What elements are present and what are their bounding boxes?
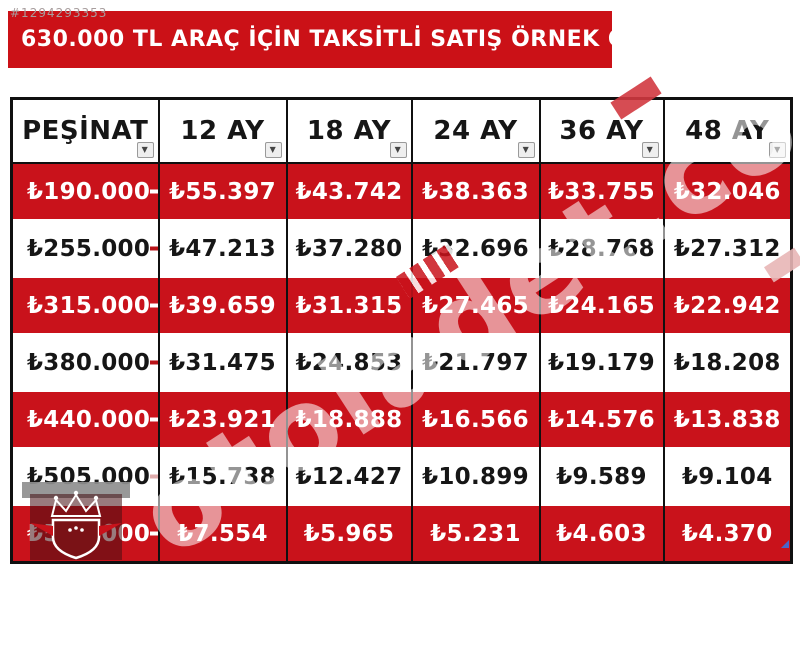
installment-value: ₺12.427	[285, 447, 412, 505]
column-header-24ay: 24 AY ▼	[410, 98, 540, 164]
column-header-label: PEŞİNAT	[22, 116, 149, 146]
installment-value: ₺32.696	[410, 219, 540, 277]
arrow-right-icon	[150, 299, 159, 312]
shield-icon	[51, 518, 101, 560]
arrow-right-icon	[150, 470, 159, 483]
installment-value: ₺33.755	[538, 162, 664, 220]
installment-value: ₺13.838	[662, 390, 792, 448]
installment-value: ₺31.475	[157, 333, 287, 391]
installment-value: ₺31.315	[285, 276, 412, 334]
listing-id: #1294293353	[10, 6, 108, 20]
filter-dropdown-icon[interactable]: ▼	[517, 142, 535, 158]
column-header-label: 12 AY	[180, 116, 265, 146]
left-wing-icon	[30, 523, 53, 536]
column-header-36ay: 36 AY ▼	[538, 98, 664, 164]
arrow-right-icon	[150, 242, 159, 255]
arrow-right-icon	[150, 185, 159, 198]
dealer-logo	[22, 480, 130, 566]
installment-value: ₺16.566	[410, 390, 540, 448]
installment-value: ₺55.397	[157, 162, 287, 220]
column-header-label: 36 AY	[559, 116, 644, 146]
column-header-label: 48 AY	[685, 116, 770, 146]
page-title: 630.000 TL ARAÇ İÇİN TAKSİTLİ SATIŞ ÖRNE…	[21, 27, 800, 52]
downpayment-value: ₺190.000	[27, 178, 151, 205]
installment-value: ₺18.888	[285, 390, 412, 448]
column-header-48ay: 48 AY ▼	[662, 98, 792, 164]
installment-value: ₺47.213	[157, 219, 287, 277]
installment-value: ₺4.370	[662, 504, 792, 563]
installment-value: ₺32.046	[662, 162, 792, 220]
filter-dropdown-icon[interactable]: ▼	[641, 142, 659, 158]
table-row: ₺380.000 ₺31.475 ₺24.853 ₺21.797 ₺19.179…	[11, 333, 792, 391]
installment-value: ₺15.738	[157, 447, 287, 505]
table-row: ₺190.000 ₺55.397 ₺43.742 ₺38.363 ₺33.755…	[11, 162, 792, 220]
installment-value: ₺18.208	[662, 333, 792, 391]
installment-value: ₺7.554	[157, 504, 287, 563]
installment-value: ₺27.465	[410, 276, 540, 334]
table-row: ₺255.000 ₺47.213 ₺37.280 ₺32.696 ₺28.768…	[11, 219, 792, 277]
table-row: ₺315.000 ₺39.659 ₺31.315 ₺27.465 ₺24.165…	[11, 276, 792, 334]
header-row: PEŞİNAT ▼ 12 AY ▼ 18 AY ▼ 24 AY ▼ 36 AY ▼ 48 …	[11, 98, 792, 164]
installment-value: ₺37.280	[285, 219, 412, 277]
arrow-right-icon	[150, 413, 159, 426]
installment-value: ₺14.576	[538, 390, 664, 448]
filter-dropdown-icon[interactable]: ▼	[769, 142, 786, 158]
installment-value: ₺10.899	[410, 447, 540, 505]
installment-value: ₺24.853	[285, 333, 412, 391]
downpayment-value: ₺315.000	[27, 292, 151, 319]
installment-value: ₺9.589	[538, 447, 664, 505]
installment-value: ₺22.942	[662, 276, 792, 334]
filter-dropdown-icon[interactable]: ▼	[136, 142, 154, 158]
filter-dropdown-icon[interactable]: ▼	[389, 142, 407, 158]
column-header-pesinat: PEŞİNAT ▼	[11, 98, 159, 164]
installment-value: ₺43.742	[285, 162, 412, 220]
arrow-right-icon	[150, 527, 159, 540]
column-header-12ay: 12 AY ▼	[157, 98, 287, 164]
column-header-18ay: 18 AY ▼	[285, 98, 412, 164]
installment-value: ₺23.921	[157, 390, 287, 448]
installment-value: ₺21.797	[410, 333, 540, 391]
arrow-right-icon	[150, 356, 159, 369]
installment-value: ₺38.363	[410, 162, 540, 220]
installment-value: ₺39.659	[157, 276, 287, 334]
crown-icon	[50, 490, 102, 517]
downpayment-value: ₺380.000	[27, 349, 151, 376]
installment-value: ₺5.231	[410, 504, 540, 563]
column-header-label: 18 AY	[306, 116, 392, 146]
downpayment-value: ₺255.000	[27, 235, 151, 262]
installment-value: ₺27.312	[662, 219, 792, 277]
right-wing-icon	[99, 523, 122, 536]
sheet-corner-mark	[781, 540, 789, 548]
installment-value: ₺28.768	[538, 219, 664, 277]
installment-value: ₺5.965	[285, 504, 412, 563]
installment-value: ₺19.179	[538, 333, 664, 391]
payment-table: PEŞİNAT ▼ 12 AY ▼ 18 AY ▼ 24 AY ▼ 36 AY ▼ 48 …	[10, 97, 793, 564]
column-header-label: 24 AY	[433, 116, 518, 146]
installment-value: ₺24.165	[538, 276, 664, 334]
table-row: ₺440.000 ₺23.921 ₺18.888 ₺16.566 ₺14.576…	[11, 390, 792, 448]
installment-value: ₺9.104	[662, 447, 792, 505]
downpayment-value: ₺440.000	[27, 406, 151, 433]
filter-dropdown-icon[interactable]: ▼	[264, 142, 282, 158]
installment-value: ₺4.603	[538, 504, 664, 563]
title-banner: 630.000 TL ARAÇ İÇİN TAKSİTLİ SATIŞ ÖRNE…	[8, 11, 800, 68]
